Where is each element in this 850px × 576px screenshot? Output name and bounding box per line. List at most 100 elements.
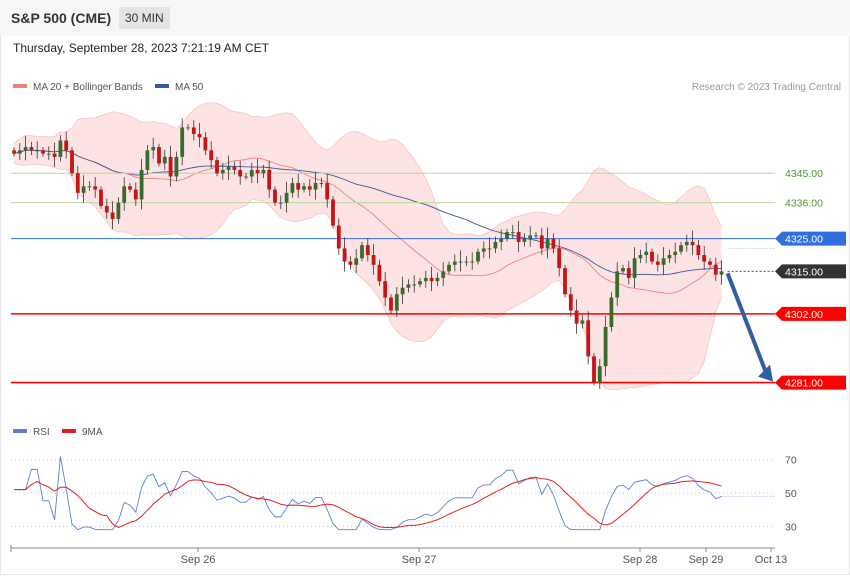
candle-body (209, 150, 214, 161)
candle-body (232, 166, 237, 170)
candle-body (690, 241, 695, 246)
candle-body (621, 268, 625, 272)
candles (12, 118, 724, 390)
candle-body (197, 133, 202, 138)
price-levels: 4345.00 4336.00 4325.00 4315.00 4302.00 4281.… (11, 168, 846, 390)
moving-averages (13, 149, 722, 294)
candle-body (684, 241, 689, 246)
legend-swatch-rsi (13, 429, 27, 433)
candle-body (157, 147, 161, 164)
candle-body (46, 153, 51, 155)
rsi-tick-label: 50 (785, 488, 797, 500)
level-label-4315.00: 4315.00 (785, 266, 823, 278)
instrument-title: S&P 500 (CME) (11, 10, 112, 26)
candle-body (487, 248, 492, 250)
candle-body (534, 235, 538, 237)
candle-body (528, 235, 533, 239)
legend-label-ma50: MA 50 (175, 82, 204, 93)
candle-body (557, 248, 562, 269)
rsi-tick-label: 70 (785, 455, 797, 467)
candle-body (81, 186, 86, 193)
candle-body (238, 169, 243, 177)
candle-body (632, 258, 637, 278)
x-tick-label: Sep 29 (689, 554, 724, 566)
candle-body (110, 212, 115, 220)
candle-body (75, 173, 80, 193)
level-label-4325.00: 4325.00 (785, 234, 823, 246)
candle-body (493, 241, 498, 249)
candle-body (505, 232, 509, 239)
legend-swatch-ma50 (155, 84, 169, 88)
candle-body (510, 232, 515, 234)
level-tag-4302.00 (775, 306, 846, 321)
candle-body (365, 245, 370, 255)
candle-body (99, 189, 103, 206)
candle-body (52, 153, 57, 157)
candle-body (563, 268, 567, 295)
level-tag-4281.00 (775, 375, 846, 390)
candle-body (290, 183, 295, 193)
candle-body (383, 281, 388, 298)
candle-body (435, 277, 440, 282)
candle-body (284, 192, 289, 203)
forecast-arrow-shaft (725, 272, 768, 374)
datetime-label: Thursday, September 28, 2023 7:21:19 AM … (13, 41, 269, 55)
candle-body (278, 202, 283, 204)
candle-body (667, 255, 672, 259)
candle-body (586, 320, 591, 357)
candle-body (302, 186, 306, 190)
candle-body (145, 150, 150, 170)
candle-body (626, 268, 631, 278)
rsi-line (14, 456, 722, 531)
candle-body (17, 150, 22, 154)
candle-body (35, 150, 40, 152)
candle-body (191, 127, 196, 134)
candle-body (168, 156, 173, 177)
candle-body (429, 277, 434, 282)
candle-body (58, 140, 63, 157)
candle-body (702, 255, 707, 262)
candle-body (708, 261, 712, 265)
candle-body (267, 169, 272, 190)
candle-body (133, 189, 138, 200)
candle-body (539, 235, 544, 249)
candle-body (545, 238, 550, 249)
candle-body (273, 189, 277, 203)
timeframe-badge[interactable]: 30 MIN (119, 7, 170, 29)
candle-body (418, 281, 422, 285)
candle-body (516, 232, 521, 242)
candle-body (719, 271, 724, 275)
candle-body (122, 186, 127, 203)
candle-body (574, 310, 579, 324)
candle-body (661, 258, 666, 265)
level-tag-4315.00 (775, 264, 846, 279)
legend-swatch-rsi-ma (62, 429, 76, 433)
candle-body (713, 264, 718, 275)
candle-body (522, 238, 527, 242)
candle-body (215, 160, 219, 174)
candle-body (441, 271, 446, 278)
candle-body (609, 297, 614, 327)
ma20-line (13, 149, 722, 294)
candle-body (412, 284, 417, 286)
candle-body (406, 284, 411, 288)
bollinger-lower (13, 163, 722, 391)
candle-body (452, 261, 457, 265)
x-tick-label: Sep 28 (623, 554, 658, 566)
legend-swatch-bollinger (13, 84, 27, 88)
credit-label: Research © 2023 Trading Central (692, 82, 841, 93)
candle-body (220, 169, 225, 174)
candle-body (128, 186, 132, 190)
rsi-ma-line (14, 477, 722, 529)
candle-body (679, 245, 683, 252)
candle-body (615, 271, 620, 298)
candle-body (313, 183, 318, 190)
level-tag-4325.00 (775, 231, 846, 246)
level-label-4336.00: 4336.00 (785, 198, 823, 210)
candle-body (354, 258, 359, 265)
candle-body (644, 251, 649, 255)
candle-body (23, 147, 28, 151)
candle-body (261, 169, 266, 174)
ma50-line (13, 149, 722, 276)
